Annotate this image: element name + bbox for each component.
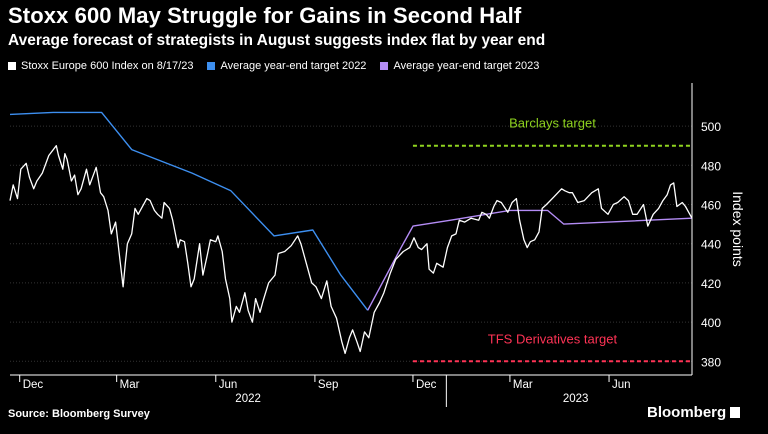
legend-label-index: Stoxx Europe 600 Index on 8/17/23 [21,60,194,72]
x-tick-label: Dec [416,379,437,391]
x-tick-label: Jun [219,379,238,391]
y-tick-label: 480 [701,159,721,173]
x-tick-label: Mar [120,379,140,391]
legend-label-target-2023: Average year-end target 2023 [393,60,540,72]
series-layer [9,111,693,355]
year-label: 2022 [235,393,261,405]
y-tick-label: 400 [701,316,721,330]
legend-item-target-2022: Average year-end target 2022 [207,60,366,72]
series-line-2 [367,209,693,311]
year-label: 2023 [563,393,589,405]
series-line-1 [9,111,369,311]
brand-name: Bloomberg [647,404,727,421]
brand-mark-icon [730,407,741,418]
y-tick-label: 460 [701,199,721,213]
x-tick-label: Mar [513,379,533,391]
target-label-1: TFS Derivatives target [488,331,618,346]
y-tick-label: 440 [701,238,721,252]
target-label-0: Barclays target [509,116,596,131]
annotation-layer: Barclays target TFS Derivatives target [412,116,692,363]
legend-swatch-index [8,62,16,70]
x-tick-label: Sep [318,379,338,391]
x-tick-label: Jun [612,379,631,391]
series-line-0 [9,145,693,355]
x-tick-label: Dec [23,379,44,391]
legend-item-target-2023: Average year-end target 2023 [380,60,539,72]
legend-swatch-target-2022 [207,62,216,70]
chart-title: Stoxx 600 May Struggle for Gains in Seco… [8,3,522,28]
legend-item-index: Stoxx Europe 600 Index on 8/17/23 [8,60,193,72]
y-tick-label: 380 [701,355,721,369]
chart-subtitle: Average forecast of strategists in Augus… [8,32,546,49]
axes: 380 400 420 440 460 480 500 Dec Mar Jun Sep Dec Mar J… [10,83,721,407]
source-note: Source: Bloomberg Survey [8,408,150,420]
y-tick-label: 500 [701,120,721,134]
gridlines [10,125,692,362]
y-axis-label: Index points [730,191,746,267]
legend: Stoxx Europe 600 Index on 8/17/23 Averag… [8,60,553,72]
y-tick-label: 420 [701,277,721,291]
bloomberg-logo: Bloomberg [647,404,741,421]
legend-swatch-target-2023 [380,62,389,70]
legend-label-target-2022: Average year-end target 2022 [220,60,367,72]
